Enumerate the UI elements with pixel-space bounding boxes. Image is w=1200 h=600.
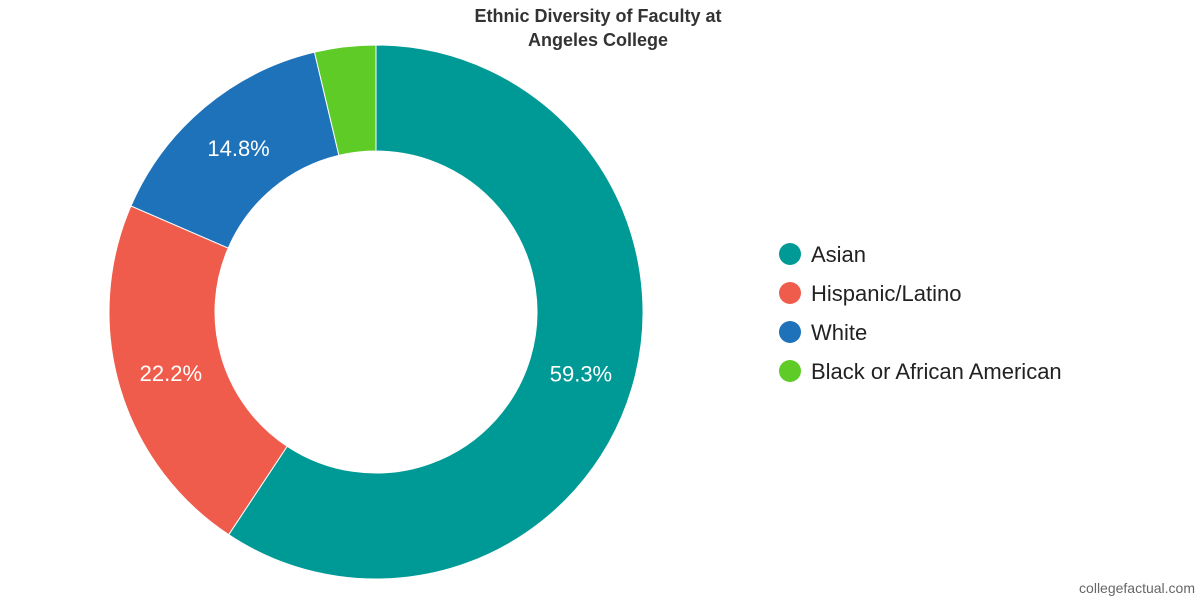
legend-swatch-white: [779, 321, 801, 343]
legend-swatch-hispanic-latino: [779, 282, 801, 304]
legend-label-asian: Asian: [811, 242, 866, 267]
legend-item-hispanic-latino[interactable]: Hispanic/Latino: [779, 281, 961, 306]
legend-item-black-or-african-american[interactable]: Black or African American: [779, 359, 1062, 384]
legend-label-white: White: [811, 320, 867, 345]
legend-item-white[interactable]: White: [779, 320, 867, 345]
legend-label-hispanic-latino: Hispanic/Latino: [811, 281, 961, 306]
slice-hispanic-latino[interactable]: [108, 205, 288, 536]
slice-asian[interactable]: [228, 44, 644, 580]
credit-text: collegefactual.com: [1079, 580, 1195, 596]
slice-labels: 59.3% 22.2% 14.8%: [140, 136, 612, 387]
legend: Asian Hispanic/Latino White Black or Afr…: [779, 242, 1062, 384]
chart-title-line-1: Ethnic Diversity of Faculty at: [474, 6, 721, 26]
slice-label-asian: 59.3%: [550, 362, 612, 387]
legend-swatch-asian: [779, 243, 801, 265]
slice-label-white: 14.8%: [207, 136, 269, 161]
legend-item-asian[interactable]: Asian: [779, 242, 866, 267]
slice-label-hispanic-latino: 22.2%: [140, 361, 202, 386]
slice-black-or-african-american[interactable]: [313, 44, 377, 156]
legend-swatch-black-or-african-american: [779, 360, 801, 382]
chart-title-line-2: Angeles College: [528, 30, 668, 50]
legend-label-black-or-african-american: Black or African American: [811, 359, 1062, 384]
donut-slices: [108, 44, 644, 580]
